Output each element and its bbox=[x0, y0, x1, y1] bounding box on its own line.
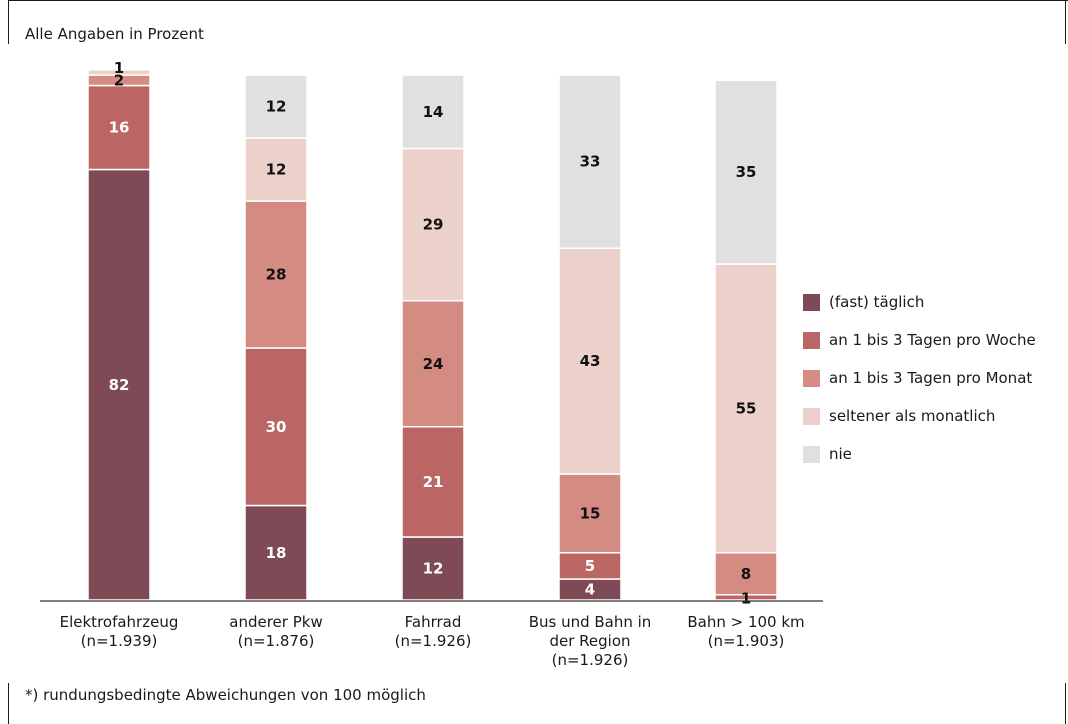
bar-segment-taeglich-0 bbox=[87, 168, 151, 601]
legend-label-seltener: seltener als monatlich bbox=[829, 407, 996, 425]
legend-swatch-seltener bbox=[803, 407, 820, 425]
bar-segment-seltener-2 bbox=[401, 147, 465, 302]
bar-segment-woche-0 bbox=[87, 84, 151, 171]
frame-left-bottom bbox=[8, 683, 9, 724]
data-label-seltener-3: 43 bbox=[580, 352, 601, 370]
data-label-monat-1: 28 bbox=[266, 266, 287, 284]
data-label-nie-2: 14 bbox=[423, 103, 444, 121]
legend-swatch-monat bbox=[803, 369, 820, 387]
bar-segment-seltener-1 bbox=[244, 137, 308, 202]
legend-swatch-woche bbox=[803, 331, 820, 349]
bar-segment-nie-2 bbox=[401, 74, 465, 150]
legend-item-seltener: seltener als monatlich bbox=[803, 397, 1036, 435]
data-label-monat-0: 2 bbox=[114, 71, 124, 89]
legend: (fast) täglich an 1 bis 3 Tagen pro Woch… bbox=[803, 283, 1036, 473]
data-label-woche-2: 21 bbox=[423, 473, 444, 491]
data-label-seltener-2: 29 bbox=[423, 216, 444, 234]
x-tick-label-2-1: (n=1.926) bbox=[395, 632, 472, 650]
bar-segment-nie-4 bbox=[714, 79, 778, 265]
data-label-monat-3: 15 bbox=[580, 504, 601, 522]
legend-item-woche: an 1 bis 3 Tagen pro Woche bbox=[803, 321, 1036, 359]
x-tick-label-1-0: anderer Pkw bbox=[229, 613, 322, 631]
data-label-monat-4: 8 bbox=[741, 565, 751, 583]
bar-segment-monat-1 bbox=[244, 200, 308, 349]
footnote: *) rundungsbedingte Abweichungen von 100… bbox=[25, 686, 426, 704]
data-label-nie-4: 35 bbox=[736, 163, 757, 181]
data-label-taeglich-1: 18 bbox=[266, 544, 287, 562]
legend-item-nie: nie bbox=[803, 435, 1036, 473]
bar-segment-nie-1 bbox=[244, 74, 308, 139]
data-label-nie-1: 12 bbox=[266, 98, 287, 116]
x-tick-label-0-1: (n=1.939) bbox=[81, 632, 158, 650]
bar-segment-taeglich-1 bbox=[244, 504, 308, 601]
data-label-seltener-4: 55 bbox=[736, 399, 757, 417]
x-tick-label-1-1: (n=1.876) bbox=[238, 632, 315, 650]
bar-segment-woche-1 bbox=[244, 347, 308, 507]
legend-swatch-nie bbox=[803, 445, 820, 463]
data-label-seltener-0: 1 bbox=[114, 59, 124, 77]
bar-segment-seltener-4 bbox=[714, 263, 778, 554]
x-tick-label-2-0: Fahrrad bbox=[405, 613, 462, 631]
data-label-taeglich-3: 4 bbox=[585, 581, 595, 599]
bar-segment-seltener-0 bbox=[87, 69, 151, 76]
x-tick-label-3-2: (n=1.926) bbox=[552, 651, 629, 669]
chart-subtitle: Alle Angaben in Prozent bbox=[25, 25, 204, 43]
frame-right-bottom bbox=[1065, 683, 1066, 724]
frame-top-line bbox=[8, 0, 1068, 1]
x-tick-label-4-0: Bahn > 100 km bbox=[687, 613, 804, 631]
data-label-monat-2: 24 bbox=[423, 355, 444, 373]
legend-item-monat: an 1 bis 3 Tagen pro Monat bbox=[803, 359, 1036, 397]
data-label-woche-1: 30 bbox=[266, 418, 287, 436]
data-label-nie-3: 33 bbox=[580, 153, 601, 171]
frame-left-top bbox=[8, 0, 9, 44]
data-label-taeglich-2: 12 bbox=[423, 560, 444, 578]
data-label-woche-0: 16 bbox=[109, 119, 130, 137]
legend-label-monat: an 1 bis 3 Tagen pro Monat bbox=[829, 369, 1033, 387]
bar-segment-monat-4 bbox=[714, 552, 778, 596]
frame-right-top bbox=[1065, 0, 1066, 44]
data-label-woche-3: 5 bbox=[585, 557, 595, 575]
bar-segment-seltener-3 bbox=[558, 247, 622, 475]
legend-label-nie: nie bbox=[829, 445, 852, 463]
legend-item-taeglich: (fast) täglich bbox=[803, 283, 1036, 321]
bar-segment-nie-3 bbox=[558, 74, 622, 249]
x-tick-label-0-0: Elektrofahrzeug bbox=[60, 613, 179, 631]
data-label-taeglich-0: 82 bbox=[109, 376, 130, 394]
x-tick-label-3-0: Bus und Bahn in bbox=[529, 613, 652, 631]
x-tick-label-3-1: der Region bbox=[549, 632, 630, 650]
data-label-seltener-1: 12 bbox=[266, 161, 287, 179]
legend-label-taeglich: (fast) täglich bbox=[829, 293, 925, 311]
bar-segment-monat-2 bbox=[401, 300, 465, 428]
legend-label-woche: an 1 bis 3 Tagen pro Woche bbox=[829, 331, 1036, 349]
x-tick-label-4-1: (n=1.903) bbox=[708, 632, 785, 650]
data-label-woche-4: 1 bbox=[741, 589, 751, 607]
bar-segment-monat-3 bbox=[558, 473, 622, 554]
legend-swatch-taeglich bbox=[803, 293, 820, 311]
